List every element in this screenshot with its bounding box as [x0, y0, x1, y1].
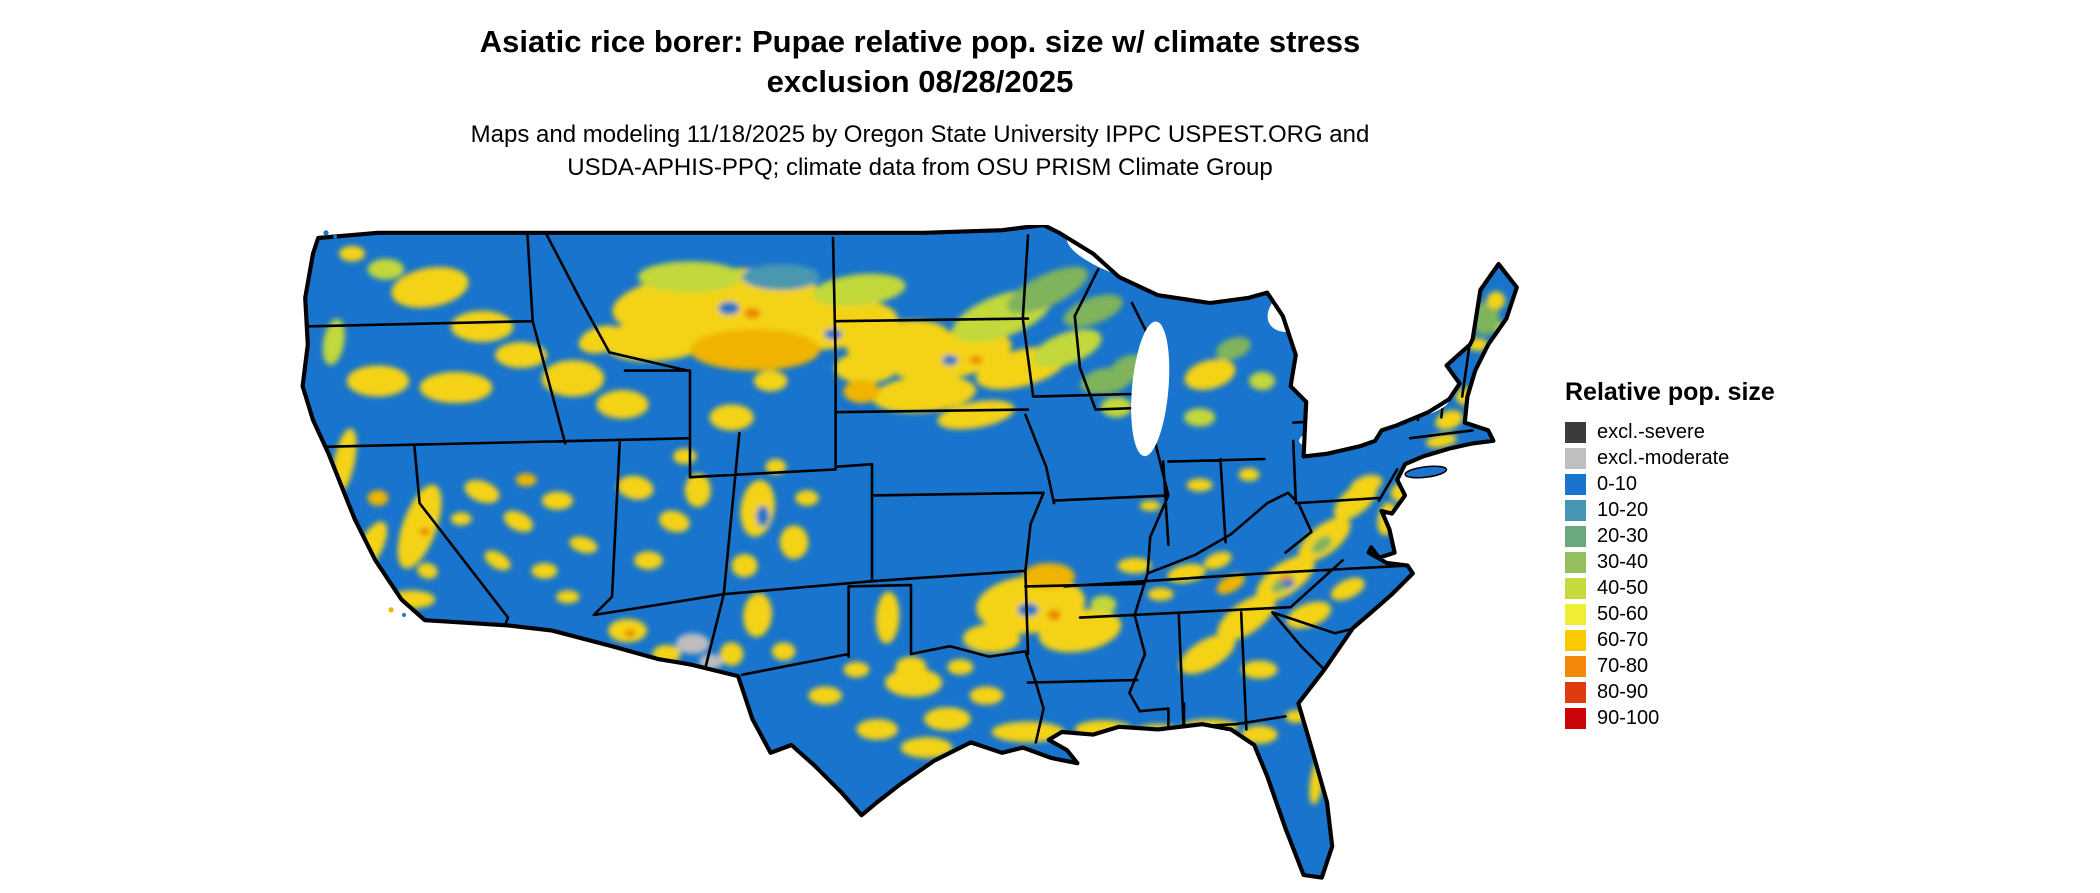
legend-swatch	[1565, 681, 1586, 703]
legend-label: 10-20	[1597, 499, 1649, 521]
channel-islands	[388, 607, 394, 613]
san-juan-islands	[323, 230, 329, 236]
legend-label: 90-100	[1597, 707, 1660, 729]
page-subtitle: Maps and modeling 11/18/2025 by Oregon S…	[0, 118, 1840, 184]
legend-item: 70-80	[1565, 653, 1845, 679]
legend-label: 30-40	[1597, 551, 1649, 573]
channel-islands	[402, 613, 406, 617]
lake-ontario	[1386, 393, 1450, 421]
legend-swatch	[1565, 473, 1586, 495]
legend-item: 90-100	[1565, 705, 1845, 731]
page-subtitle-line1: Maps and modeling 11/18/2025 by Oregon S…	[470, 121, 1370, 148]
legend-label: excl.-severe	[1597, 421, 1705, 443]
san-juan-islands	[333, 234, 338, 239]
great-lakes	[1066, 220, 1450, 457]
legend-item: 10-20	[1565, 497, 1845, 523]
legend-swatch	[1565, 707, 1586, 729]
page-subtitle-line2: USDA-APHIS-PPQ; climate data from OSU PR…	[567, 154, 1273, 181]
legend-label: 70-80	[1597, 655, 1649, 677]
legend-label: 60-70	[1597, 629, 1649, 651]
legend-swatch	[1565, 655, 1586, 677]
legend-swatch	[1565, 499, 1586, 521]
legend-swatch	[1565, 525, 1586, 547]
legend-item: 50-60	[1565, 601, 1845, 627]
legend-swatch	[1565, 603, 1586, 625]
lake-erie	[1299, 418, 1387, 448]
legend-items: excl.-severe excl.-moderate 0-10 10-20 2…	[1565, 419, 1845, 731]
legend-swatch	[1565, 551, 1586, 573]
legend-title: Relative pop. size	[1565, 378, 1775, 406]
lake-superior	[1066, 220, 1281, 297]
legend-item: 20-30	[1565, 523, 1845, 549]
legend-label: 40-50	[1597, 577, 1649, 599]
legend-swatch	[1565, 629, 1586, 651]
legend-item: 0-10	[1565, 471, 1845, 497]
legend-item: 80-90	[1565, 679, 1845, 705]
page-title-line1: Asiatic rice borer: Pupae relative pop. …	[479, 24, 1361, 59]
long-island	[1404, 465, 1448, 479]
legend-swatch	[1565, 447, 1586, 469]
page-title-line2: exclusion 08/28/2025	[766, 64, 1074, 99]
us-map	[300, 220, 1522, 893]
legend-item: excl.-severe	[1565, 419, 1845, 445]
legend-label: 80-90	[1597, 681, 1649, 703]
legend-label: 0-10	[1597, 473, 1638, 495]
legend-item: 30-40	[1565, 549, 1845, 575]
legend-label: 20-30	[1597, 525, 1649, 547]
legend: Relative pop. size excl.-severe excl.-mo…	[1565, 378, 1845, 731]
legend-swatch	[1565, 577, 1586, 599]
state-borders	[302, 234, 1474, 744]
legend-swatch	[1565, 421, 1586, 443]
map-figure	[300, 220, 1522, 893]
legend-item: 40-50	[1565, 575, 1845, 601]
page-title: Asiatic rice borer: Pupae relative pop. …	[0, 22, 1840, 102]
legend-label: 50-60	[1597, 603, 1649, 625]
legend-item: 60-70	[1565, 627, 1845, 653]
legend-label: excl.-moderate	[1597, 447, 1730, 469]
islands	[323, 230, 1448, 893]
legend-item: excl.-moderate	[1565, 445, 1845, 471]
lake-michigan	[1131, 321, 1170, 457]
